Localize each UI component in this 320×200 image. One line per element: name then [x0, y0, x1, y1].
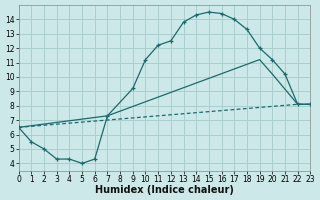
- X-axis label: Humidex (Indice chaleur): Humidex (Indice chaleur): [95, 185, 234, 195]
